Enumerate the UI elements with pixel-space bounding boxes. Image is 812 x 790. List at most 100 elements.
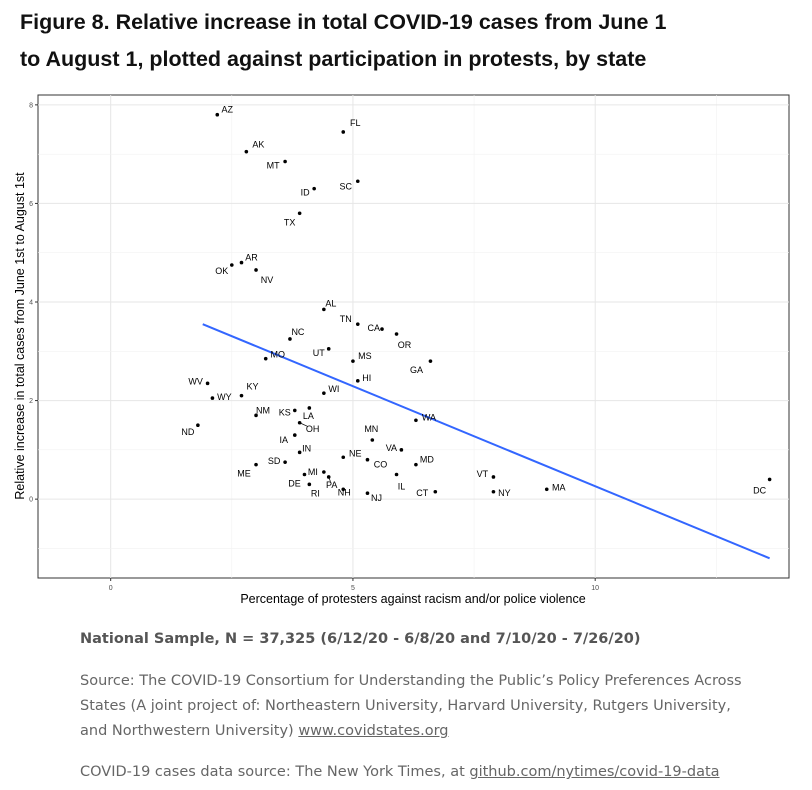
- point-label-wi: WI: [328, 384, 339, 394]
- data-point-co: [365, 457, 370, 462]
- data-point-ct: [433, 489, 438, 494]
- data-point-nj: [365, 491, 370, 496]
- data-point-az: [215, 112, 220, 117]
- x-axis-label: Percentage of protesters against racism …: [240, 592, 585, 606]
- data-point-al: [322, 307, 326, 312]
- data-point-tx: [297, 211, 302, 216]
- scatter-chart: 0 5 10 0 2 4 6 8 AZ FL AK MT SC ID TX AR OK NV AL TN CA NC OR…: [13, 94, 790, 606]
- data-point-ri: [307, 482, 312, 487]
- data-point-hi: [355, 379, 360, 383]
- data-point-ak: [244, 149, 249, 154]
- data-point-tn: [355, 322, 360, 326]
- plot-panel: [37, 94, 790, 579]
- point-label-wa: WA: [422, 412, 436, 422]
- data-point-ia: [292, 433, 297, 437]
- data-points: [196, 112, 772, 496]
- data-point-nd: [196, 423, 200, 428]
- data-point-ky: [239, 393, 244, 398]
- axis-ticks: 0 5 10 0 2 4 6 8: [29, 102, 599, 592]
- point-label-tx: TX: [284, 217, 296, 227]
- data-point-ut: [326, 347, 331, 351]
- label-leader-line: [299, 422, 308, 427]
- point-label-co: CO: [374, 460, 388, 470]
- x-tick-label: 0: [109, 585, 113, 592]
- data-point-nc: [288, 337, 292, 341]
- data-point-la: [307, 406, 312, 410]
- point-label-hi: HI: [362, 373, 371, 383]
- figure-title-line-1: Figure 8. Relative increase in total COV…: [20, 10, 667, 34]
- point-label-la: LA: [303, 411, 314, 421]
- data-point-de: [302, 472, 307, 477]
- data-point-mi: [322, 470, 326, 474]
- data-point-ar: [239, 260, 244, 265]
- data-point-wv: [205, 381, 210, 386]
- covidstates-link[interactable]: www.covidstates.org: [298, 723, 449, 739]
- data-point-md: [414, 462, 418, 467]
- y-tick-label: 6: [29, 201, 33, 208]
- label-leader-line: [328, 476, 331, 482]
- point-label-nv: NV: [261, 275, 274, 285]
- y-tick-label: 4: [29, 300, 33, 307]
- point-label-nh: NH: [338, 487, 351, 497]
- data-point-mo: [263, 356, 268, 361]
- data-point-sc: [355, 179, 360, 184]
- point-label-in: IN: [302, 443, 311, 453]
- data-point-id: [312, 186, 316, 191]
- point-label-mn: MN: [364, 424, 378, 434]
- point-label-ga: GA: [410, 365, 423, 375]
- data-point-ok: [230, 263, 234, 267]
- data-point-wa: [414, 418, 418, 423]
- point-label-mt: MT: [267, 161, 280, 171]
- point-label-oh: OH: [306, 424, 320, 434]
- point-label-de: DE: [288, 479, 301, 489]
- trend-line: [202, 323, 771, 560]
- point-label-sd: SD: [268, 456, 281, 466]
- point-label-nc: NC: [291, 327, 304, 337]
- point-label-ma: MA: [552, 482, 566, 492]
- point-label-ak: AK: [252, 140, 264, 150]
- data-point-va: [399, 448, 404, 452]
- nyt-github-link[interactable]: github.com/nytimes/covid-19-data: [469, 764, 720, 780]
- point-label-nm: NM: [256, 405, 270, 415]
- point-label-me: ME: [237, 469, 251, 479]
- point-label-ri: RI: [311, 488, 320, 498]
- data-point-nm: [254, 413, 258, 418]
- data-point-wi: [322, 391, 326, 395]
- point-label-ia: IA: [280, 435, 289, 445]
- point-label-ca: CA: [367, 323, 380, 333]
- x-tick-label: 10: [591, 585, 599, 592]
- data-point-mt: [283, 159, 287, 164]
- point-label-ne: NE: [349, 448, 362, 458]
- y-tick-label: 2: [29, 398, 33, 405]
- point-label-pa: PA: [326, 480, 337, 490]
- point-label-nd: ND: [181, 427, 194, 437]
- nyt-note: COVID-19 cases data source: The New York…: [80, 760, 750, 785]
- y-tick-label: 8: [29, 102, 33, 109]
- point-label-mi: MI: [308, 467, 318, 477]
- point-label-il: IL: [398, 482, 406, 492]
- point-label-mo: MO: [270, 350, 285, 360]
- data-point-sd: [283, 460, 287, 464]
- point-label-fl: FL: [350, 118, 361, 128]
- y-tick-label: 0: [29, 497, 33, 504]
- data-point-ga: [428, 359, 433, 363]
- data-point-wy: [210, 396, 215, 400]
- data-point-il: [394, 472, 399, 477]
- data-point-ma: [544, 487, 549, 492]
- point-label-md: MD: [420, 455, 434, 465]
- data-point-ms: [351, 359, 355, 363]
- point-label-ks: KS: [279, 407, 291, 417]
- label-leader-line: [342, 489, 345, 492]
- figure-title: Figure 8. Relative increase in total COV…: [20, 4, 800, 78]
- point-label-az: AZ: [222, 105, 234, 115]
- data-point-ca: [380, 327, 384, 331]
- data-point-ny: [491, 489, 496, 494]
- sample-note: National Sample, N = 37,325 (6/12/20 - 6…: [80, 631, 641, 647]
- data-point-me: [254, 462, 258, 467]
- data-point-dc: [767, 477, 772, 482]
- point-label-nj: NJ: [371, 493, 382, 503]
- x-tick-label: 5: [351, 585, 355, 592]
- y-axis-label: Relative increase in total cases from Ju…: [13, 172, 27, 500]
- data-point-in: [297, 450, 302, 455]
- point-label-al: AL: [325, 298, 336, 308]
